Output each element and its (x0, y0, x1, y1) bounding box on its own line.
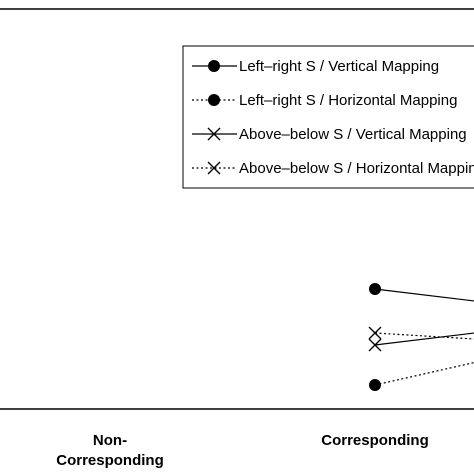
series-2-point (369, 379, 381, 391)
series-2 (369, 361, 474, 391)
legend: Left–right S / Vertical Mapping Left–righ… (182, 45, 474, 189)
series-1-line-2 (374, 288, 474, 302)
legend-label: Above–below S / Vertical Mapping (239, 126, 467, 143)
series-1-point (369, 283, 381, 295)
series-4-point (368, 326, 382, 340)
legend-item-3: Above–below S / Vertical Mapping (192, 126, 467, 143)
legend-label: Above–below S / Horizontal Mapping (239, 160, 474, 177)
legend-marker (207, 127, 221, 141)
legend-item-1: Left–right S / Vertical Mapping (192, 58, 439, 75)
legend-marker (207, 161, 221, 175)
x-tick-labels: ndingNon-CorrespondingCorrespondingCor (56, 432, 429, 469)
legend-item-2: Left–right S / Horizontal Mapping (192, 92, 457, 109)
series-3 (368, 332, 474, 352)
x-tick-label: Corresponding (56, 452, 164, 469)
plot-frame (0, 8, 474, 410)
x-tick-label: Corresponding (321, 432, 429, 449)
legend-items: Left–right S / Vertical Mapping Left–righ… (192, 58, 474, 177)
series-4 (368, 326, 474, 340)
legend-label: Left–right S / Vertical Mapping (239, 58, 439, 75)
series-2-line-2 (374, 361, 474, 386)
series-3-point (368, 338, 382, 352)
legend-marker (208, 94, 220, 106)
series-layer (368, 283, 474, 391)
legend-label: Left–right S / Horizontal Mapping (239, 92, 457, 109)
series-3-line-2 (374, 332, 474, 346)
series-1 (369, 283, 474, 302)
legend-box (182, 45, 474, 189)
x-tick-label: Non- (93, 432, 127, 449)
legend-item-4: Above–below S / Horizontal Mapping (192, 160, 474, 177)
legend-marker (208, 60, 220, 72)
